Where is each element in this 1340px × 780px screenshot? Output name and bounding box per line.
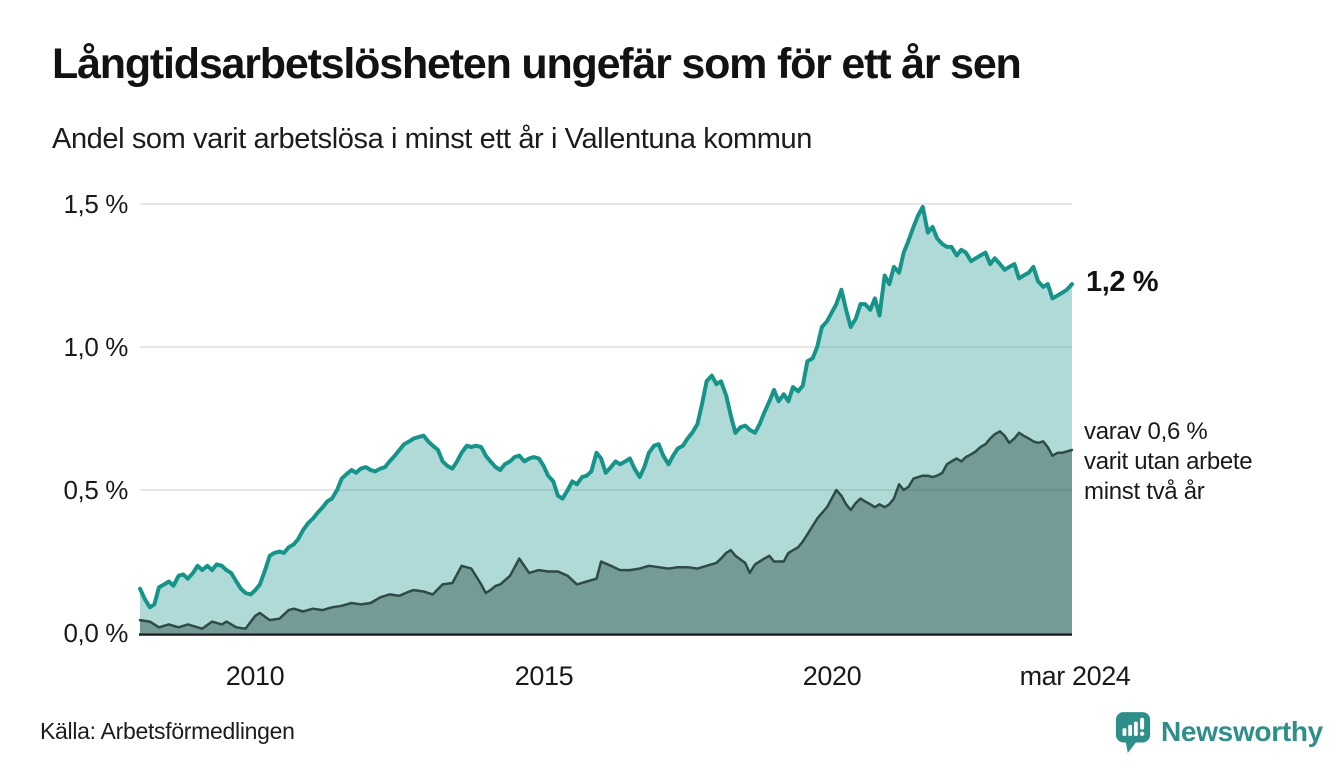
- series-area-0: [140, 206, 1072, 633]
- newsworthy-bubble-chart-icon: [1115, 712, 1151, 753]
- y-axis-tick-label: 0,5 %: [63, 475, 129, 505]
- secondary-annotation-line: varit utan arbete: [1084, 448, 1253, 475]
- y-axis-tick-label: 1,0 %: [63, 332, 129, 362]
- x-axis-tick-label: 2010: [225, 661, 285, 691]
- secondary-series-annotation: varav 0,6 % varit utan arbete minst två …: [1084, 417, 1253, 507]
- series-area-1: [140, 431, 1072, 633]
- newsworthy-wordmark: Newsworthy: [1161, 716, 1323, 747]
- x-axis-tick-label: mar 2024: [1019, 661, 1131, 691]
- secondary-annotation-line: varav 0,6 %: [1084, 418, 1208, 445]
- newsworthy-logo: Newsworthy: [1114, 710, 1323, 756]
- secondary-annotation-line: minst två år: [1084, 478, 1205, 505]
- latest-value-annotation: 1,2 %: [1086, 266, 1159, 298]
- y-axis-tick-label: 0,0 %: [63, 618, 129, 648]
- x-axis-tick-label: 2020: [802, 661, 862, 691]
- x-axis-tick-label: 2015: [514, 661, 574, 691]
- series-line-0: [138, 204, 1074, 610]
- page-subtitle: Andel som varit arbetslösa i minst ett å…: [52, 123, 813, 155]
- page-title: Långtidsarbetslösheten ungefär som för e…: [52, 40, 1022, 88]
- y-axis-tick-label: 1,5 %: [63, 189, 129, 219]
- source-note: Källa: Arbetsförmedlingen: [40, 718, 295, 744]
- series-line-1: [138, 430, 1074, 630]
